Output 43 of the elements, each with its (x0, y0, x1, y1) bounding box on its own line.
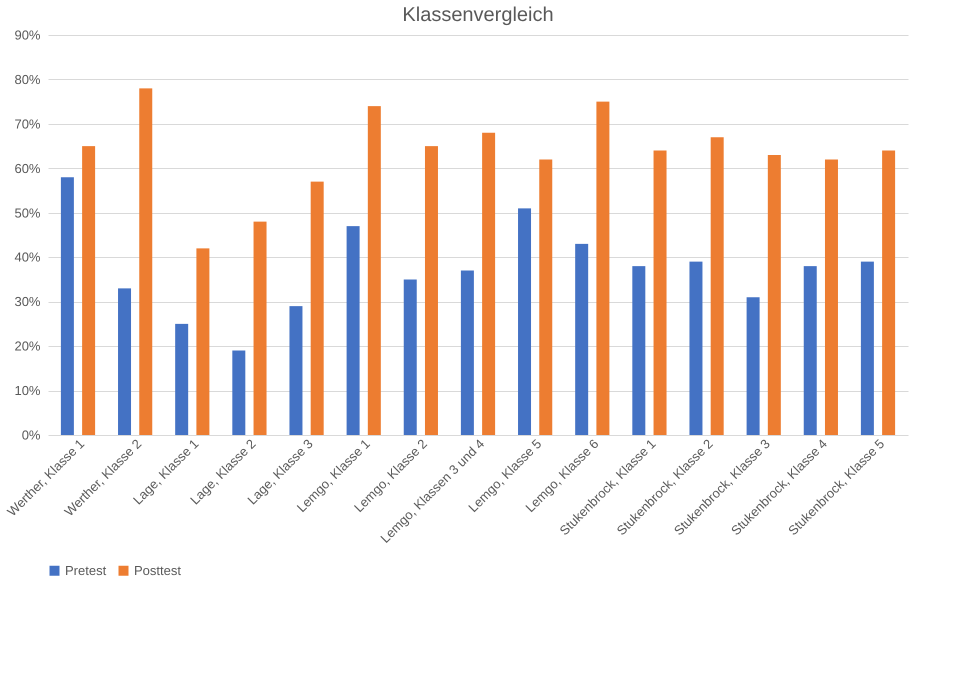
bar (460, 270, 474, 435)
bar (139, 88, 152, 435)
y-tick-label: 0% (22, 428, 41, 442)
bar (632, 266, 646, 435)
bar (310, 182, 324, 435)
chart-title: Klassenvergleich (402, 4, 554, 26)
bar (254, 222, 267, 435)
bar (404, 279, 417, 435)
bar (860, 262, 874, 435)
bar (82, 146, 96, 435)
bar (518, 208, 532, 435)
y-tick-label: 60% (14, 160, 41, 176)
y-tick-label: 30% (14, 294, 41, 310)
bar (175, 324, 188, 435)
bar (232, 350, 246, 435)
bar (118, 288, 132, 435)
bar (424, 146, 438, 435)
bar (689, 262, 702, 435)
bar (768, 155, 781, 435)
bar (824, 159, 838, 435)
bar (539, 159, 552, 435)
bar (346, 226, 360, 435)
bar (289, 306, 302, 435)
bar (746, 297, 760, 435)
bar (654, 150, 667, 435)
bar (196, 248, 210, 435)
y-tick-label: 70% (14, 116, 41, 132)
bar (710, 137, 724, 435)
bar (575, 244, 588, 435)
y-tick-label: 50% (14, 205, 41, 220)
y-tick-label: 10% (14, 383, 41, 398)
bar (882, 150, 896, 435)
y-tick-label: 80% (14, 72, 41, 87)
bar (60, 177, 74, 435)
legend-label: Posttest (134, 562, 182, 578)
bar (596, 102, 610, 435)
y-tick-label: 90% (14, 28, 41, 42)
legend-label: Pretest (65, 562, 107, 578)
bar (368, 106, 381, 435)
bar (804, 266, 817, 435)
y-tick-label: 20% (14, 338, 41, 354)
y-tick-label: 40% (14, 250, 41, 265)
bar (482, 132, 496, 435)
